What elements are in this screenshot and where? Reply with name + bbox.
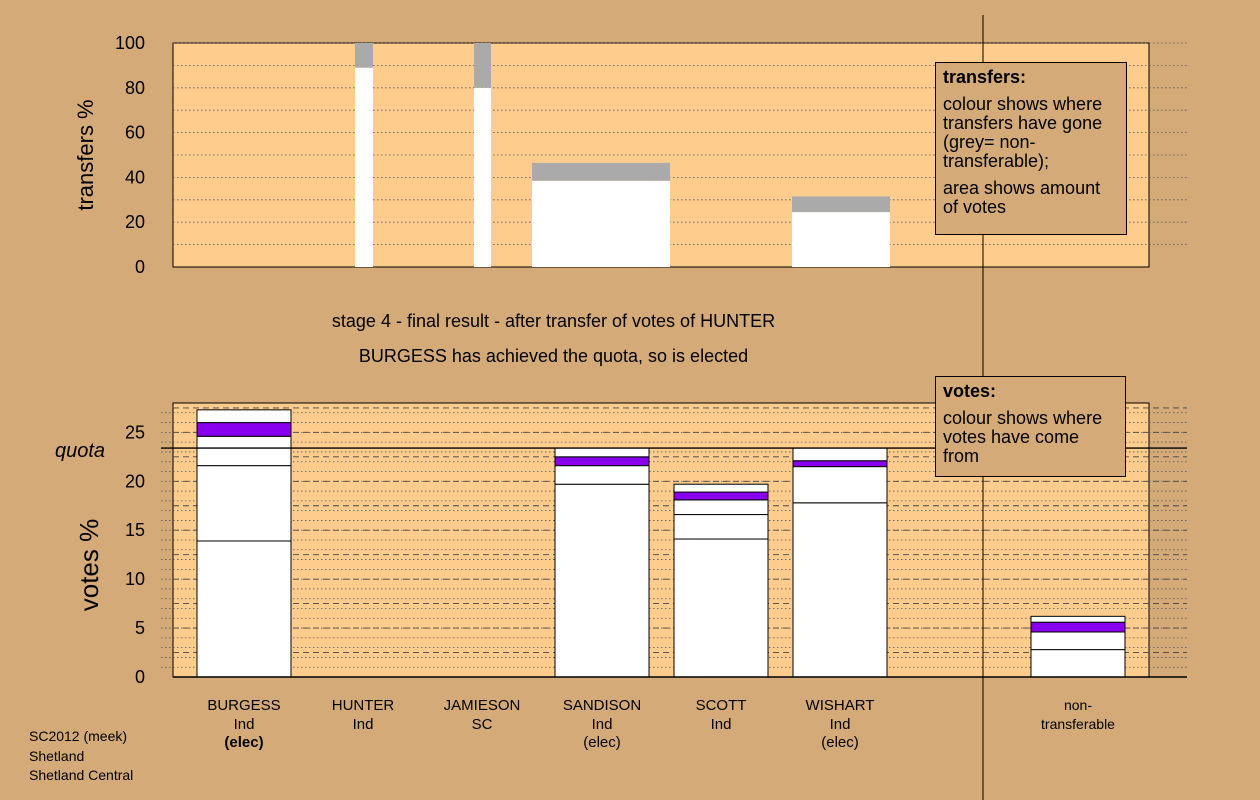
vote-bar-segment [792,466,888,504]
legend-votes-title: votes: [943,381,997,401]
transfers-y-tick-label: 80 [125,78,145,98]
category-party-label: Ind [830,716,851,733]
transfer-bar-transferred [474,87,491,267]
vote-bar-segment [792,460,888,468]
vote-bar-segment [673,514,769,540]
transfers-y-axis-label: transfers % [73,99,98,210]
footer-line-2: Shetland [29,747,85,764]
legend-transfers-text-2: area shows amount of votes [943,178,1101,217]
votes-y-tick-label: 10 [125,569,145,589]
category-status-label: (elec) [821,734,859,751]
vote-bar-segment [673,491,769,501]
transfer-bar-transferred [792,212,890,267]
vote-bar-segment [196,422,292,437]
category-party-label: transferable [1041,716,1115,732]
legend-votes-text: colour shows where votes have come from [943,408,1103,466]
transfers-y-tick-label: 0 [135,257,145,277]
vote-bar-segment [792,447,888,462]
category-party-label: Ind [234,716,255,733]
stage-title: stage 4 - final result - after transfer … [331,311,776,331]
quota-label: quota [55,440,105,462]
category-party-label: Ind [353,716,374,733]
transfer-bar-non-transferable [355,43,373,68]
vote-bar-segment [673,538,769,678]
vote-bar-segment [554,447,650,458]
vote-bar-segment [1030,621,1126,633]
vote-bar-segment [554,456,650,467]
category-name-label: BURGESS [207,697,280,714]
vote-bar-segment [196,435,292,467]
votes-y-tick-label: 15 [125,520,145,540]
vote-bar-segment [554,483,650,678]
vote-bar-segment [554,465,650,485]
category-name-label: WISHART [806,697,875,714]
legend-transfers-text-1: colour shows where transfers have gone (… [943,94,1103,171]
legend-transfers: transfers: colour shows where transfers … [935,62,1127,235]
footer-line-1: SC2012 (meek) [29,728,128,744]
transfer-bar-transferred [532,180,670,267]
transfers-y-tick-label: 100 [115,33,145,53]
transfers-y-tick-label: 20 [125,212,145,232]
votes-y-tick-label: 20 [125,471,145,491]
vote-bar-segment [673,499,769,516]
category-party-label: SC [472,716,493,733]
votes-y-tick-label: 25 [125,422,145,442]
category-name-label: HUNTER [332,697,395,714]
vote-bar-segment [1030,649,1126,678]
stage-subtitle: BURGESS has achieved the quota, so is el… [358,346,749,366]
votes-y-tick-label: 0 [135,667,145,687]
vote-bar-segment [196,465,292,542]
votes-y-axis-label: votes % [74,519,104,612]
transfer-bar-non-transferable [532,162,670,181]
vote-bar-segment [673,483,769,493]
transfer-bar-non-transferable [792,196,890,213]
footer-line-3: Shetland Central [29,767,134,783]
category-party-label: Ind [711,716,732,733]
vote-bar-segment [1030,615,1126,623]
category-name-label: SCOTT [696,697,747,714]
category-status-label: (elec) [224,734,263,751]
vote-bar-segment [1030,631,1126,651]
vote-bar-segment [792,502,888,678]
category-name-label: SANDISON [563,697,641,714]
transfer-bar-non-transferable [474,43,491,88]
transfers-y-tick-label: 60 [125,123,145,143]
vote-bar-segment [196,409,292,424]
category-status-label: (elec) [583,734,621,751]
vote-bar-segment [196,540,292,678]
legend-transfers-title: transfers: [943,67,1027,87]
category-party-label: Ind [592,716,613,733]
transfers-y-tick-label: 40 [125,167,145,187]
category-name-label: non- [1064,697,1092,713]
votes-y-tick-label: 5 [135,618,145,638]
legend-votes: votes: colour shows where votes have com… [935,376,1126,477]
footer: SC2012 (meek) Shetland Shetland Central [29,727,133,786]
category-name-label: JAMIESON [444,697,521,714]
transfer-bar-transferred [355,67,373,267]
